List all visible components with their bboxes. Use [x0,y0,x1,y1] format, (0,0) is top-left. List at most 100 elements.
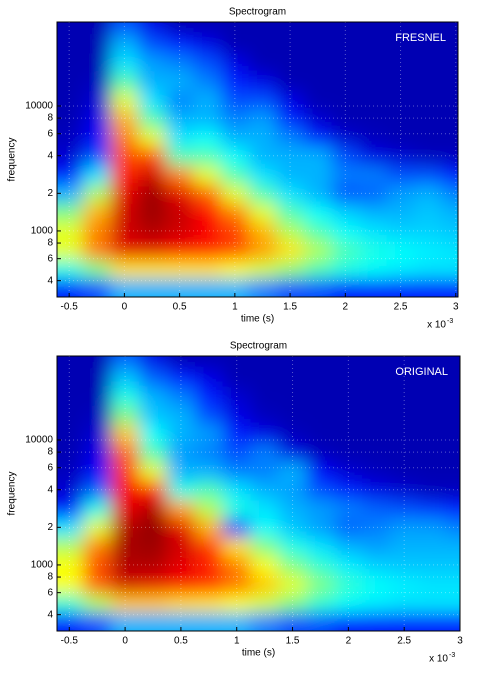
heatmap-cell [138,127,167,148]
heatmap-cell [334,387,363,407]
heatmap-cell [334,367,363,388]
heatmap-cell [165,202,194,223]
heatmap-cell [193,71,222,92]
heatmap-cell [278,499,308,519]
heatmap-cell [57,461,84,482]
heatmap-cell [306,536,335,557]
axes-box [56,355,461,632]
heatmap-cell [82,259,112,279]
heatmap-cell [386,33,415,54]
heatmap-cell [386,127,415,148]
heatmap-cell [194,461,224,482]
heatmap-cell [138,33,167,54]
heatmap-cell [82,33,112,54]
plot-area [57,356,460,631]
y-tick-label: 10000 [25,435,53,446]
heatmap-cell [446,443,460,463]
heatmap-cell [306,461,335,482]
heatmap-cell [386,202,415,223]
x-tick-label: 1 [234,636,240,647]
heatmap-cell [331,184,360,204]
heatmap-cell [441,109,458,129]
heatmap-cell [278,593,308,613]
heatmap-cell [138,22,167,35]
y-tick-label: 6 [47,128,53,139]
heatmap-cell [386,90,415,110]
heatmap-cell [110,278,139,297]
heatmap-cell [139,387,168,407]
heatmap-cell [222,593,252,613]
heatmap-cell [278,518,308,538]
heatmap-cell [166,593,196,613]
heatmap-cell [359,221,388,242]
heatmap-cell [165,127,194,148]
heatmap-cell [194,574,224,594]
heatmap-cell [386,221,415,242]
heatmap-cell [83,518,112,538]
heatmap-cell [446,405,460,426]
heatmap-cell [248,109,277,129]
heatmap-cell [138,202,167,223]
heatmap-cell [441,221,458,242]
heatmap-cell [306,480,335,500]
heatmap-cell [362,612,391,631]
heatmap-cell [57,146,84,166]
heatmap-cell [248,127,277,148]
heatmap-cell [278,555,308,576]
heatmap-cell [110,184,139,204]
heatmap-cell [250,574,280,594]
heatmap-cell [303,109,333,129]
heatmap-cell [390,424,419,444]
heatmap-cell [414,22,443,35]
x-tick-label: 1.5 [283,302,297,313]
heatmap-cell [57,259,84,279]
x-tick-label: 1.5 [286,636,300,647]
heatmap-cell [331,90,360,110]
heatmap-cell [276,202,305,223]
heatmap-cell [250,518,280,538]
heatmap-cell [359,259,388,279]
heatmap-cell [386,240,415,260]
x-tick-label: 1 [232,302,238,313]
heatmap-cell [222,424,252,444]
heatmap-cell [303,278,333,297]
heatmap-cell [111,461,140,482]
heatmap-cell [57,499,84,519]
heatmap-cell [222,461,252,482]
heatmap-cell [276,146,305,166]
heatmap-cell [441,184,458,204]
heatmap-cell [446,612,460,631]
heatmap-cell [418,518,447,538]
heatmap-cell [165,184,194,204]
heatmap-cell [193,109,222,129]
y-tick-label: 10000 [25,101,53,112]
x-tick-label: 2 [343,302,349,313]
heatmap-cell [139,612,168,631]
heatmap-cell [166,518,196,538]
heatmap-cell [306,612,335,631]
heatmap-cell [248,71,277,92]
heatmap-cell [194,356,224,369]
heatmap-cell [362,499,391,519]
heatmap-cell [276,184,305,204]
heatmap-cell [83,443,112,463]
heatmap-cell [221,278,250,297]
heatmap-cell [110,165,139,185]
heatmap-cell [166,443,196,463]
heatmap-cell [165,165,194,185]
heatmap-cell [193,33,222,54]
heatmap-cell [334,424,363,444]
heatmap-cell [441,71,458,92]
heatmap-cell [250,424,280,444]
heatmap-cell [165,90,194,110]
heatmap-cell [359,165,388,185]
x-tick-label: 2.5 [397,636,411,647]
heatmap-cell [248,202,277,223]
heatmap-cell [139,518,168,538]
heatmap-cell [331,127,360,148]
heatmap-cell [386,22,415,35]
heatmap-cell [193,22,222,35]
heatmap-cell [390,461,419,482]
heatmap-cell [248,22,277,35]
heatmap-cell [221,127,250,148]
